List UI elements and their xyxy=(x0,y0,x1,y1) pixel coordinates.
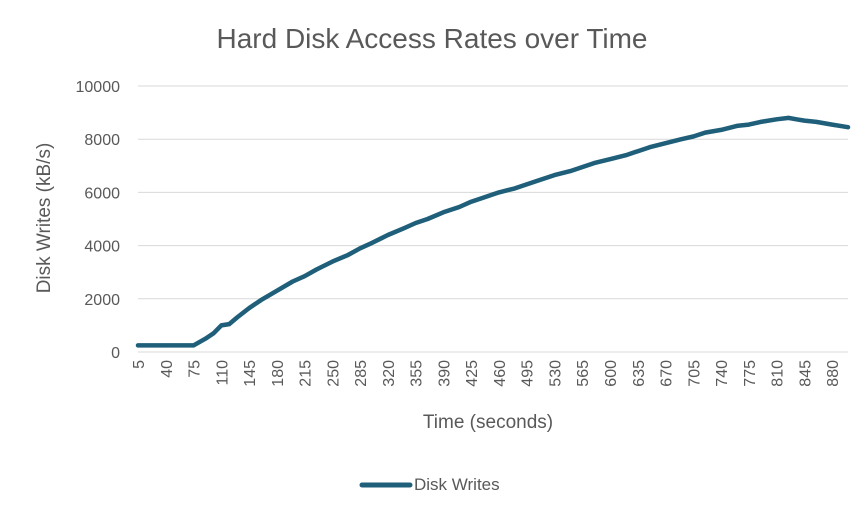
data-point xyxy=(537,178,541,182)
data-point xyxy=(426,217,430,221)
series-line-disk-writes xyxy=(135,115,851,348)
x-tick-label: 145 xyxy=(242,360,259,387)
data-point xyxy=(386,233,390,237)
x-tick-label: 460 xyxy=(492,360,509,387)
x-tick-label: 810 xyxy=(770,360,787,387)
chart-title: Hard Disk Access Rates over Time xyxy=(216,23,647,54)
data-point xyxy=(358,246,362,250)
data-point xyxy=(703,131,707,135)
x-tick-label: 495 xyxy=(520,360,537,387)
x-tick-label: 635 xyxy=(631,360,648,387)
x-tick-label: 775 xyxy=(742,360,759,387)
data-point xyxy=(648,145,652,149)
data-point xyxy=(552,173,557,177)
data-point xyxy=(203,337,207,341)
data-point xyxy=(624,153,628,157)
data-point xyxy=(235,315,239,319)
x-tick-label: 110 xyxy=(214,360,231,386)
data-point xyxy=(211,331,215,335)
data-point xyxy=(775,117,779,121)
x-tick-label: 390 xyxy=(436,360,453,387)
data-point xyxy=(275,289,279,293)
y-tick-label: 8000 xyxy=(84,132,120,149)
data-point xyxy=(608,157,612,161)
y-axis-label: Disk Writes (kB/s) xyxy=(34,143,55,294)
x-axis-label: Time (seconds) xyxy=(423,412,553,433)
x-tick-label: 845 xyxy=(797,360,814,387)
x-axis-ticks: 5 40 75 110 145 180 215 250 285 320 355 390 425 460 49… xyxy=(131,360,842,387)
y-tick-label: 6000 xyxy=(84,185,120,202)
y-axis-ticks: 0 2000 4000 6000 8000 10000 xyxy=(76,79,121,362)
x-tick-label: 5 xyxy=(131,360,148,369)
legend: Disk Writes xyxy=(359,475,500,494)
x-tick-label: 320 xyxy=(381,360,398,387)
x-tick-label: 670 xyxy=(659,360,676,387)
data-point xyxy=(735,124,739,128)
x-tick-label: 215 xyxy=(298,360,315,387)
data-point xyxy=(830,123,834,127)
data-point xyxy=(747,123,751,127)
data-point xyxy=(414,221,418,225)
series-layer xyxy=(135,115,851,348)
data-point xyxy=(469,200,473,204)
data-point xyxy=(513,186,517,190)
data-point xyxy=(259,298,263,302)
data-point xyxy=(759,120,763,124)
y-tick-label: 10000 xyxy=(76,79,121,96)
data-point xyxy=(636,149,640,153)
data-point xyxy=(330,260,334,264)
data-point xyxy=(719,128,723,132)
y-tick-label: 0 xyxy=(111,345,120,362)
data-point xyxy=(191,343,196,347)
data-point xyxy=(457,205,461,209)
data-point xyxy=(481,196,485,200)
gridlines xyxy=(138,85,848,353)
x-tick-label: 250 xyxy=(325,360,342,387)
data-point xyxy=(247,306,251,310)
data-point xyxy=(497,190,501,194)
x-tick-label: 530 xyxy=(547,360,564,387)
x-tick-label: 40 xyxy=(159,360,176,378)
data-point xyxy=(794,117,799,121)
y-tick-label: 4000 xyxy=(84,239,120,256)
legend-label: Disk Writes xyxy=(414,475,500,494)
x-tick-label: 880 xyxy=(825,360,842,387)
data-point xyxy=(303,274,307,278)
x-tick-label: 180 xyxy=(270,360,287,387)
data-point xyxy=(291,279,295,284)
data-point xyxy=(402,226,406,230)
x-tick-label: 75 xyxy=(187,360,204,378)
x-tick-label: 600 xyxy=(603,360,620,387)
data-point xyxy=(802,119,807,123)
data-point xyxy=(786,116,791,120)
y-tick-label: 2000 xyxy=(84,292,120,309)
data-point xyxy=(814,120,818,124)
x-tick-label: 425 xyxy=(464,360,481,387)
x-tick-label: 740 xyxy=(714,360,731,387)
data-point xyxy=(164,343,168,347)
data-point xyxy=(846,125,850,129)
data-point xyxy=(691,134,695,139)
data-point xyxy=(136,343,140,347)
data-point xyxy=(592,161,596,165)
x-tick-label: 355 xyxy=(409,360,426,387)
data-point xyxy=(580,165,584,169)
data-point xyxy=(314,267,319,272)
data-point xyxy=(219,323,223,327)
data-point xyxy=(346,253,350,257)
data-point xyxy=(227,322,231,326)
data-point xyxy=(525,182,529,186)
x-tick-label: 565 xyxy=(575,360,592,387)
x-tick-label: 705 xyxy=(686,360,703,387)
data-point xyxy=(370,241,374,245)
data-point xyxy=(568,169,572,173)
x-tick-label: 285 xyxy=(353,360,370,387)
data-point xyxy=(441,210,445,214)
data-point xyxy=(663,141,668,145)
data-point xyxy=(180,343,184,347)
data-point xyxy=(679,137,684,141)
